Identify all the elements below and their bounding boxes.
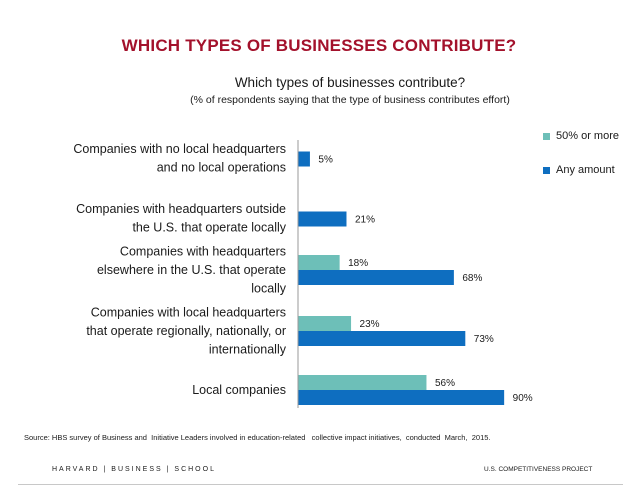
category-label: Companies with local headquarters <box>91 306 286 320</box>
bar-any-amount <box>298 211 347 227</box>
data-label: 23% <box>360 319 380 330</box>
chart-subtitle: (% of respondents saying that the type o… <box>190 94 510 106</box>
legend-label-fifty-or-more: 50% or more <box>556 130 619 142</box>
footer-divider <box>18 484 623 485</box>
data-label: 56% <box>435 378 455 389</box>
data-label: 18% <box>348 258 368 269</box>
slide-title: WHICH TYPES OF BUSINESSES CONTRIBUTE? <box>121 36 517 55</box>
bar-fifty-or-more <box>298 255 340 270</box>
category-label: Companies with no local headquarters <box>73 142 286 156</box>
data-label: 21% <box>355 215 375 226</box>
category-label: the U.S. that operate locally <box>132 220 286 234</box>
project-name: U.S. COMPETITIVENESS PROJECT <box>484 466 593 473</box>
category-label: that operate regionally, nationally, or <box>86 324 286 338</box>
category-label: and no local operations <box>157 160 286 174</box>
data-label: 73% <box>474 334 494 345</box>
bar-any-amount <box>298 151 310 167</box>
category-label: Companies with headquarters outside <box>76 202 286 216</box>
category-label: locally <box>251 282 286 296</box>
hbs-logo-text: HARVARD | BUSINESS | SCHOOL <box>52 466 216 473</box>
category-label: Local companies <box>192 383 286 397</box>
category-label: Companies with headquarters <box>120 245 286 259</box>
legend-swatch-any-amount <box>543 166 550 174</box>
chart-title: Which types of businesses contribute? <box>234 75 466 90</box>
source-note: Source: HBS survey of Business and Initi… <box>24 433 491 442</box>
data-label: 90% <box>513 393 533 404</box>
legend-swatch-fifty-or-more <box>543 132 550 140</box>
legend-label-any-amount: Any amount <box>556 164 615 176</box>
legend-item-any-amount: Any amount <box>543 162 619 178</box>
bar-fifty-or-more <box>298 375 427 390</box>
data-label: 5% <box>318 155 333 166</box>
bar-fifty-or-more <box>298 316 352 331</box>
data-label: 68% <box>462 273 482 284</box>
bar-any-amount <box>298 390 505 405</box>
category-label: elsewhere in the U.S. that operate <box>97 263 286 277</box>
category-label: internationally <box>209 343 287 357</box>
legend-item-fifty-or-more: 50% or more <box>543 128 619 144</box>
bar-any-amount <box>298 270 454 285</box>
bar-any-amount <box>298 331 466 346</box>
chart-legend: 50% or more Any amount <box>543 128 619 196</box>
